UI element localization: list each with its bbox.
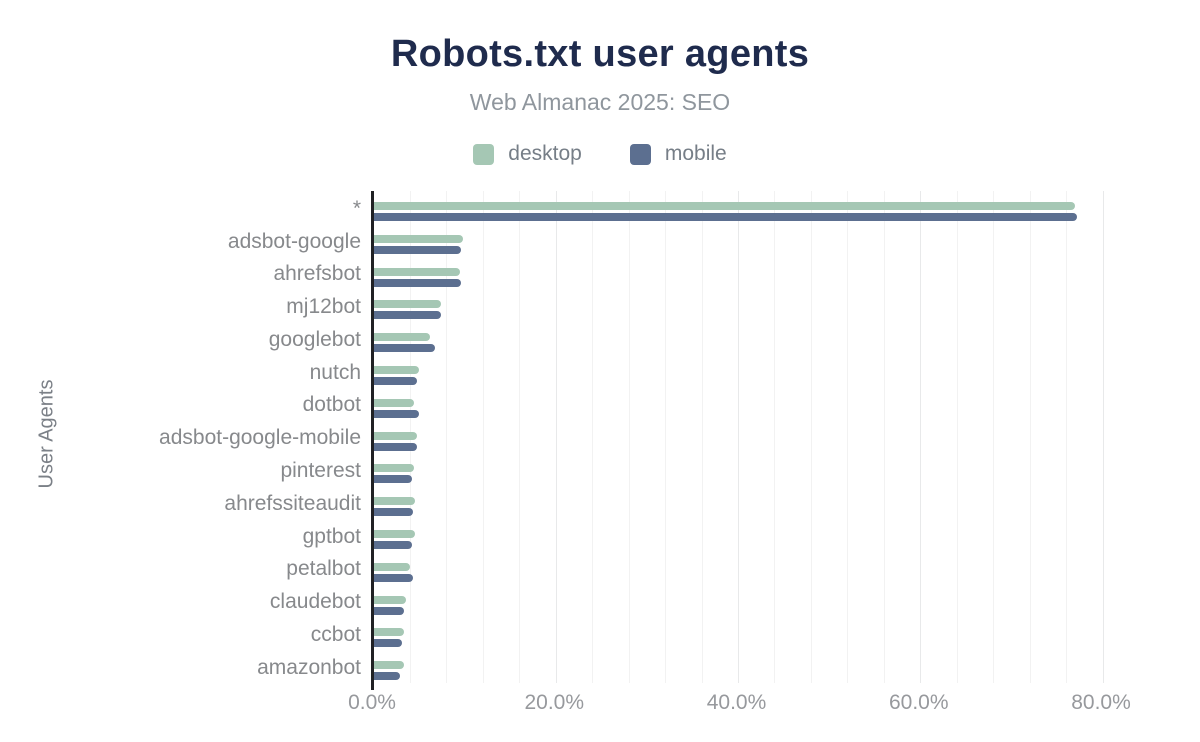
legend-label: mobile xyxy=(664,142,727,165)
bar-row: ahrefssiteaudit xyxy=(224,486,1103,519)
category-label: mj12bot xyxy=(286,295,361,319)
category-label: ahrefssiteaudit xyxy=(224,491,361,515)
desktop-bar[interactable] xyxy=(374,628,405,637)
mobile-bar[interactable] xyxy=(374,311,441,320)
category-label: * xyxy=(352,196,361,220)
minor-gridline xyxy=(1066,191,1068,683)
category-label: gptbot xyxy=(302,524,361,548)
mobile-bar[interactable] xyxy=(374,213,1077,221)
category-label: googlebot xyxy=(268,327,361,351)
legend-label: desktop xyxy=(508,142,582,165)
desktop-bar[interactable] xyxy=(374,497,415,506)
desktop-swatch-icon xyxy=(473,143,495,165)
desktop-bar[interactable] xyxy=(374,202,1075,210)
desktop-bar[interactable] xyxy=(374,431,417,440)
bar-row: adsbot-google xyxy=(228,224,1103,257)
chart-subtitle: Web Almanac 2025: SEO xyxy=(469,89,731,115)
mobile-bar[interactable] xyxy=(374,639,403,648)
x-axis-tick-labels: 0.0% 20.0% 40.0% 60.0% 80.0% xyxy=(348,691,1131,717)
minor-gridline xyxy=(956,191,958,683)
category-label: ahrefsbot xyxy=(273,262,361,286)
minor-gridline xyxy=(1029,191,1031,683)
mobile-bar[interactable] xyxy=(374,245,461,254)
y-axis-title: User Agents xyxy=(35,379,58,489)
minor-gridline xyxy=(701,191,703,683)
bar-row: googlebot xyxy=(269,322,1103,355)
legend: desktop mobile xyxy=(0,142,1200,166)
mobile-bar[interactable] xyxy=(374,672,401,681)
desktop-bar[interactable] xyxy=(374,365,419,374)
bar-row: ccbot xyxy=(311,617,1103,650)
mobile-bar[interactable] xyxy=(374,409,419,418)
x-tick-label: 60.0% xyxy=(888,691,949,714)
desktop-bar[interactable] xyxy=(374,529,415,538)
minor-gridline xyxy=(810,191,812,683)
mobile-bar[interactable] xyxy=(374,278,462,287)
desktop-bar[interactable] xyxy=(374,234,464,243)
major-gridline xyxy=(1102,191,1104,683)
mobile-bar[interactable] xyxy=(374,508,414,517)
chart-title: Robots.txt user agents xyxy=(390,33,810,75)
minor-gridline xyxy=(883,191,885,683)
legend-item-desktop: desktop xyxy=(473,142,582,166)
mobile-bar[interactable] xyxy=(374,573,414,582)
bar-row: amazonbot xyxy=(257,650,1103,683)
category-label: adsbot-google xyxy=(227,229,361,253)
desktop-bar[interactable] xyxy=(374,333,430,342)
mobile-bar[interactable] xyxy=(374,442,417,451)
bar-row: ahrefsbot xyxy=(273,257,1103,290)
mobile-bar[interactable] xyxy=(374,475,413,484)
desktop-bar[interactable] xyxy=(374,398,415,407)
bar-row: petalbot xyxy=(286,552,1103,585)
minor-gridline xyxy=(628,191,630,683)
x-tick-label: 80.0% xyxy=(1071,691,1131,714)
mobile-swatch-icon xyxy=(629,143,651,165)
desktop-bar[interactable] xyxy=(374,595,406,604)
x-tick-label: 40.0% xyxy=(706,691,767,714)
bar-row: adsbot-google-mobile xyxy=(159,421,1103,454)
desktop-bar[interactable] xyxy=(374,300,442,309)
bar-row: * xyxy=(353,191,1103,224)
minor-gridline xyxy=(774,191,776,683)
minor-gridline xyxy=(592,191,594,683)
mobile-bar[interactable] xyxy=(374,376,417,385)
legend-item-mobile: mobile xyxy=(629,142,727,166)
major-gridline xyxy=(738,191,739,683)
bar-row: gptbot xyxy=(303,519,1103,552)
desktop-bar[interactable] xyxy=(374,267,460,276)
category-label: petalbot xyxy=(286,557,361,581)
desktop-bar[interactable] xyxy=(374,562,411,571)
x-tick-label: 0.0% xyxy=(348,691,396,714)
x-tick-label: 20.0% xyxy=(524,691,585,714)
category-label: dotbot xyxy=(302,393,361,417)
bar-rows: * adsbot-google ahrefsbot mj12bot googlebot n… xyxy=(159,191,1103,683)
bar-row: claudebot xyxy=(270,585,1103,618)
minor-gridline xyxy=(993,191,995,683)
category-label: pinterest xyxy=(280,459,361,483)
category-label: adsbot-google-mobile xyxy=(159,426,361,450)
minor-gridline xyxy=(847,191,849,683)
minor-gridline xyxy=(482,191,484,683)
minor-gridline xyxy=(665,191,667,683)
bar-row: dotbot xyxy=(303,388,1103,421)
category-label: ccbot xyxy=(310,623,361,647)
bar-row: pinterest xyxy=(280,453,1103,486)
major-gridline xyxy=(920,191,922,683)
minor-gridline xyxy=(446,191,448,683)
category-label: claudebot xyxy=(269,590,361,614)
desktop-bar[interactable] xyxy=(374,464,415,473)
minor-gridline xyxy=(519,191,521,683)
category-label: nutch xyxy=(309,360,361,384)
major-gridline xyxy=(555,191,557,683)
mobile-bar[interactable] xyxy=(374,344,436,353)
category-label: amazonbot xyxy=(257,655,361,679)
bar-row: mj12bot xyxy=(286,289,1103,322)
mobile-bar[interactable] xyxy=(374,540,413,549)
bar-row: nutch xyxy=(310,355,1103,388)
mobile-bar[interactable] xyxy=(374,606,405,615)
plot-area: * adsbot-google ahrefsbot mj12bot googlebot n… xyxy=(159,191,1104,690)
desktop-bar[interactable] xyxy=(374,661,405,670)
